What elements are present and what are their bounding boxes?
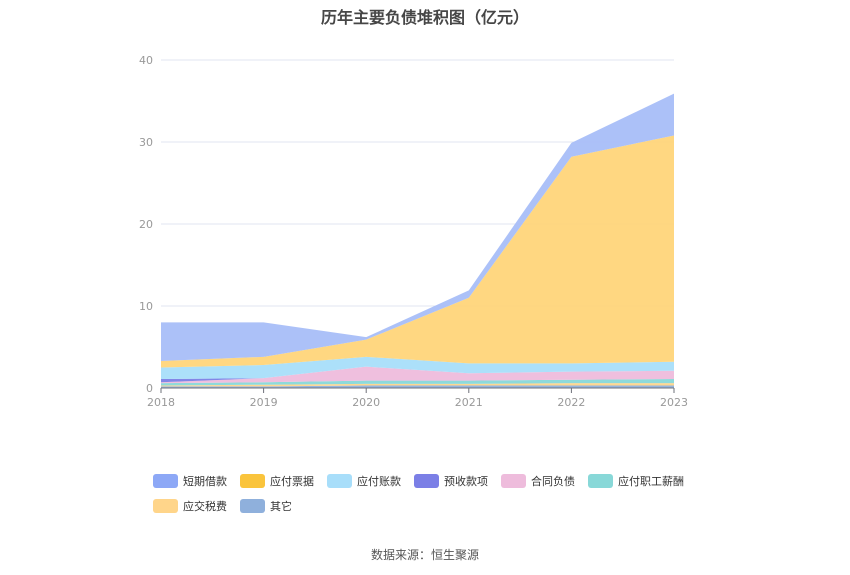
legend-row: 短期借款 应付票据 应付账款 预收款项 合同负债 应付职工薪酬: [153, 472, 713, 489]
legend-swatch: [240, 498, 265, 513]
legend-label: 应付职工薪酬: [618, 474, 684, 488]
x-tick-label: 2020: [352, 396, 380, 409]
legend-item[interactable]: 应付票据: [240, 473, 327, 489]
stacked-area-chart: 0 10 20 30 40 2018 2019 2020 2021 2022 2023: [139, 54, 688, 409]
legend-item[interactable]: 合同负债: [501, 473, 588, 489]
legend-item[interactable]: 应付账款: [327, 473, 414, 489]
legend-label: 短期借款: [183, 474, 227, 488]
x-tick-label: 2018: [147, 396, 175, 409]
legend-swatch: [153, 473, 178, 488]
legend-swatch: [414, 473, 439, 488]
x-tick-label: 2019: [250, 396, 278, 409]
area-series-应付票据: [161, 135, 674, 368]
legend-swatch: [327, 473, 352, 488]
legend-label: 预收款项: [444, 474, 488, 488]
y-tick-label: 20: [139, 218, 153, 231]
legend-label: 应付票据: [270, 474, 314, 488]
legend-swatch: [240, 473, 265, 488]
legend-item[interactable]: 应付职工薪酬: [588, 473, 684, 489]
legend-row: 应交税费 其它: [153, 497, 713, 514]
area-series-应付账款: [161, 356, 674, 379]
legend-swatch: [588, 473, 613, 488]
y-tick-label: 30: [139, 136, 153, 149]
area-series-短期借款: [161, 93, 674, 361]
legend-swatch: [153, 498, 178, 513]
legend-label: 其它: [270, 499, 292, 513]
y-tick-label: 10: [139, 300, 153, 313]
y-tick-label: 40: [139, 54, 153, 67]
legend-item[interactable]: 预收款项: [414, 473, 501, 489]
area-series-应交税费: [161, 383, 674, 387]
legend-item[interactable]: 短期借款: [153, 473, 240, 489]
legend-swatch: [501, 473, 526, 488]
legend: 短期借款 应付票据 应付账款 预收款项 合同负债 应付职工薪酬应交税费 其它: [153, 472, 713, 522]
x-tick-label: 2022: [557, 396, 585, 409]
legend-label: 应付账款: [357, 474, 401, 488]
y-tick-label: 0: [146, 382, 153, 395]
area-series: [161, 93, 674, 388]
legend-item[interactable]: 其它: [240, 498, 327, 514]
legend-label: 合同负债: [531, 474, 575, 488]
axes: 2018 2019 2020 2021 2022 2023: [147, 387, 688, 409]
area-series-应付职工薪酬: [161, 378, 674, 386]
area-series-合同负债: [161, 366, 674, 384]
legend-item[interactable]: 应交税费: [153, 498, 240, 514]
area-series-其它: [161, 385, 674, 388]
x-tick-label: 2023: [660, 396, 688, 409]
legend-label: 应交税费: [183, 499, 227, 513]
chart-title: 历年主要负债堆积图（亿元）: [320, 8, 529, 27]
x-tick-label: 2021: [455, 396, 483, 409]
data-source: 数据来源：恒生聚源: [370, 548, 479, 562]
